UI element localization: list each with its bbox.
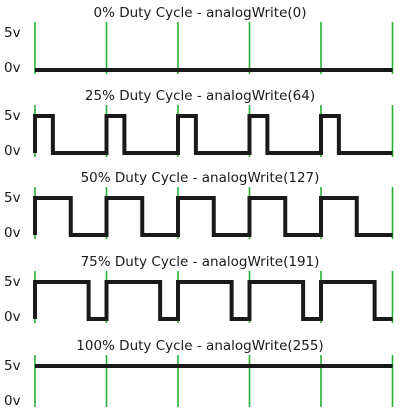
duty-cycle-panel-3: 75% Duty Cycle - analogWrite(191) 5v 0v xyxy=(4,254,394,325)
duty-cycle-panel-2: 50% Duty Cycle - analogWrite(127) 5v 0v xyxy=(4,170,394,241)
duty-cycle-panel-1: 25% Duty Cycle - analogWrite(64) 5v 0v xyxy=(4,88,394,159)
pwm-waveform xyxy=(33,280,393,321)
level-0v-label: 0v xyxy=(4,225,21,241)
panel-title: 50% Duty Cycle - analogWrite(127) xyxy=(81,170,320,186)
level-0v-label: 0v xyxy=(4,393,21,409)
level-5v-label: 5v xyxy=(4,358,21,374)
level-5v-label: 5v xyxy=(4,25,21,41)
panel-title: 25% Duty Cycle - analogWrite(64) xyxy=(85,88,315,104)
level-5v-label: 5v xyxy=(4,108,21,124)
level-0v-label: 0v xyxy=(4,309,21,325)
panel-title: 100% Duty Cycle - analogWrite(255) xyxy=(76,338,323,354)
panel-title: 0% Duty Cycle - analogWrite(0) xyxy=(93,5,306,21)
pwm-waveform xyxy=(33,196,393,237)
level-5v-label: 5v xyxy=(4,274,21,290)
pwm-waveform xyxy=(33,114,393,155)
duty-cycle-panel-4: 100% Duty Cycle - analogWrite(255) 5v 0v xyxy=(4,338,394,409)
level-0v-label: 0v xyxy=(4,60,21,76)
duty-cycle-panel-0: 0% Duty Cycle - analogWrite(0) 5v 0v xyxy=(4,5,394,76)
level-5v-label: 5v xyxy=(4,190,21,206)
level-0v-label: 0v xyxy=(4,143,21,159)
panel-title: 75% Duty Cycle - analogWrite(191) xyxy=(81,254,320,270)
